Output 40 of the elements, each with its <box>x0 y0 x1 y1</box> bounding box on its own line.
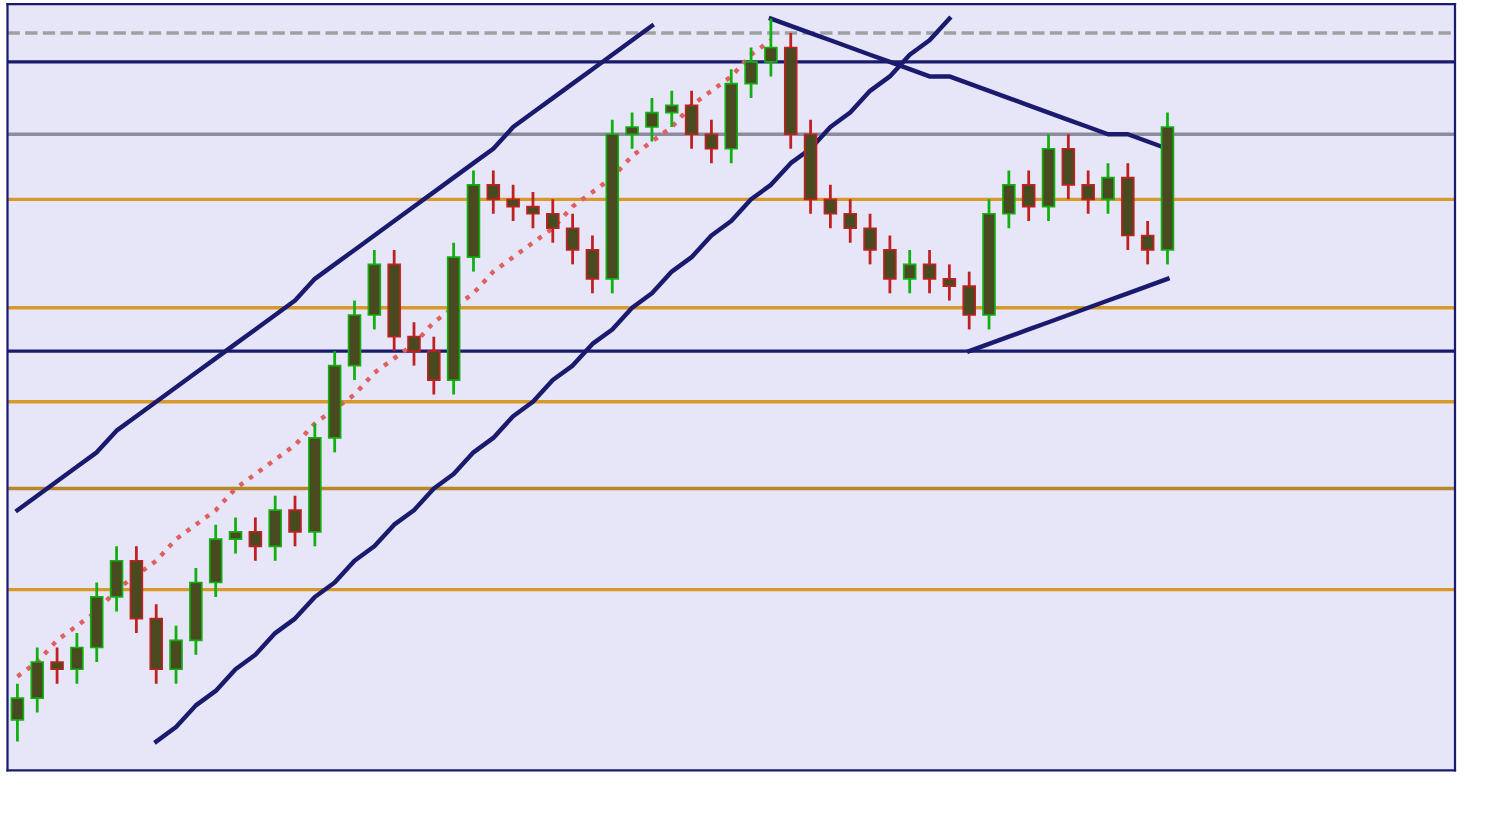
candlestick <box>843 197 858 245</box>
candlestick <box>546 197 560 245</box>
candlestick <box>744 46 758 100</box>
candlestick <box>922 248 937 295</box>
candlestick <box>883 234 897 295</box>
candlestick <box>565 212 580 266</box>
candlestick <box>704 118 719 165</box>
candlestick <box>109 544 124 613</box>
candlestick <box>268 494 282 563</box>
candlestick <box>208 523 223 599</box>
candlestick <box>823 183 838 230</box>
candlestick <box>942 262 957 302</box>
candlestick <box>764 17 778 78</box>
candlestick <box>625 111 639 151</box>
candlestick <box>228 516 243 555</box>
candlestick <box>645 96 659 143</box>
candlestick <box>506 183 520 223</box>
candlestick <box>684 89 699 151</box>
candlestick <box>10 682 25 743</box>
candlestick <box>288 494 302 548</box>
candlestick <box>1081 169 1095 216</box>
candlestick <box>526 190 540 230</box>
candlestick <box>427 335 441 396</box>
candlestick <box>1021 169 1036 223</box>
candlestick <box>70 631 84 686</box>
candlestick <box>902 248 917 295</box>
candlestick <box>50 646 64 686</box>
candlestick <box>1101 161 1115 216</box>
candlestick <box>248 516 263 563</box>
candlestick <box>664 89 679 129</box>
candlestick <box>1002 169 1016 230</box>
candlestick <box>1061 132 1076 201</box>
candlestick <box>1140 219 1155 266</box>
candlestick <box>407 320 421 367</box>
candlestick <box>585 234 600 295</box>
candlestick <box>30 646 45 714</box>
candlestick <box>962 270 976 331</box>
candlestick <box>169 624 183 686</box>
candlestick <box>486 169 501 216</box>
candlestick <box>863 212 877 266</box>
